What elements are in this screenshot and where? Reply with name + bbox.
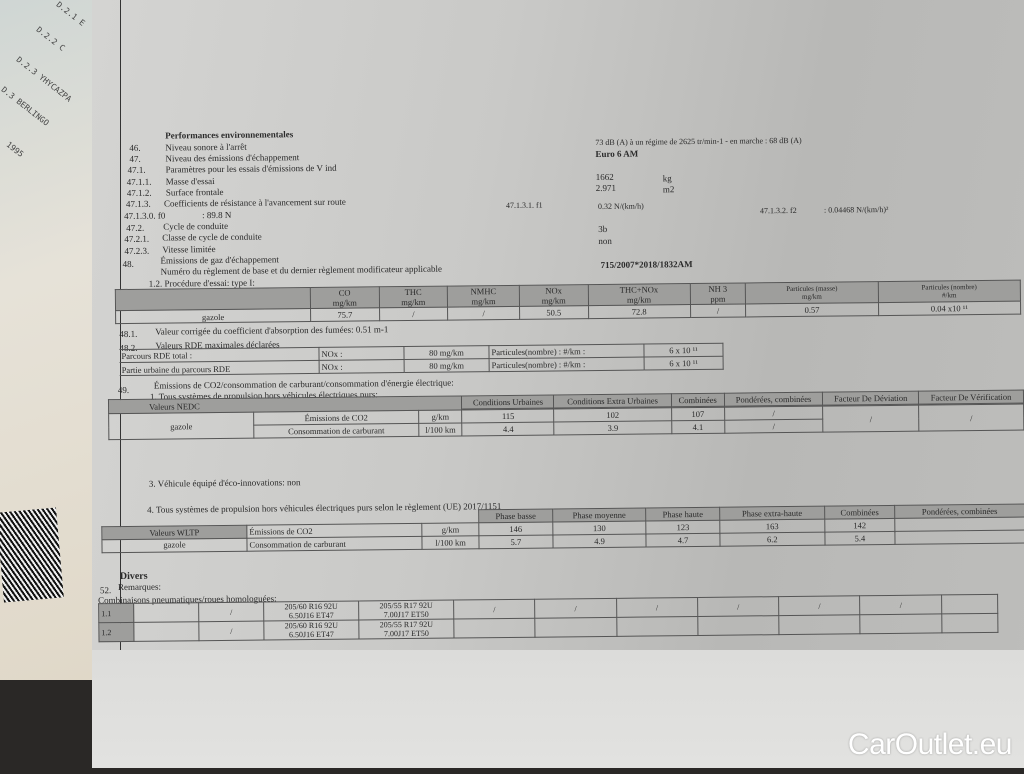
header-nmhc: NMHC mg/km bbox=[447, 285, 520, 308]
header-co: CO mg/km bbox=[310, 286, 380, 309]
item-label: Cycle de conduite bbox=[163, 220, 229, 232]
remarques-num: 52. bbox=[99, 585, 112, 596]
item-unit: kg bbox=[662, 173, 672, 184]
value-co: 75.7 bbox=[310, 307, 380, 322]
item-num: 46. bbox=[129, 142, 141, 153]
fuel-cell: gazole bbox=[115, 308, 311, 324]
item-num: 47.2.1. bbox=[124, 233, 150, 244]
item-num: 47.1. bbox=[127, 164, 146, 175]
value-thc: / bbox=[379, 307, 448, 321]
header-thc: THC mg/km bbox=[378, 286, 448, 308]
item-num: 47. bbox=[129, 153, 141, 164]
item-label: Vitesse limitée bbox=[162, 244, 216, 255]
value-pm-number: 0.04 x10 ¹¹ bbox=[878, 301, 1021, 316]
item-num: 47.1.1. bbox=[126, 176, 152, 187]
reglement-value: 715/2007*2018/1832AM bbox=[600, 259, 693, 270]
item-value: Euro 6 AM bbox=[595, 148, 639, 160]
item-value: non bbox=[598, 235, 612, 247]
f2-value: : 0.04468 N/(km/h)² bbox=[823, 204, 889, 215]
item-label: Niveau sonore à l'arrêt bbox=[165, 141, 247, 153]
item-num: 47.1.2. bbox=[126, 187, 152, 198]
item-num: 47.2. bbox=[126, 222, 145, 233]
watermark-logo: CarOutlet.eu bbox=[847, 728, 1013, 761]
f1-value: 0.32 N/(km/h) bbox=[597, 201, 644, 212]
wltp-table: Phase basse Phase moyenne Phase haute Phase… bbox=[101, 504, 1024, 554]
header-nox: NOx mg/km bbox=[519, 284, 589, 307]
value-nox: 50.5 bbox=[519, 305, 589, 320]
item-label: Niveau des émissions d'échappement bbox=[165, 152, 300, 164]
folded-page-area bbox=[92, 650, 1024, 768]
item-label: Masse d'essai bbox=[165, 176, 215, 187]
value-pm-mass: 0.57 bbox=[745, 302, 879, 317]
item-num: 47.1.3.0. f0 bbox=[123, 210, 166, 221]
margin-line bbox=[120, 0, 121, 650]
reglement-label: Numéro du règlement de base et du dernie… bbox=[160, 263, 443, 277]
fumes-text: Valeur corrigée du coefficient d'absorpt… bbox=[155, 324, 389, 337]
item-value: 73 dB (A) à un régime de 2625 tr/min-1 -… bbox=[595, 135, 802, 148]
f2-label: 47.1.3.2. f2 bbox=[759, 205, 797, 216]
tyres-table: 1.1/205/60 R16 92U 6.50J16 ET47 205/55 R17… bbox=[98, 594, 998, 642]
value-nmhc: / bbox=[447, 306, 520, 321]
item-num: 47.2.3. bbox=[124, 245, 150, 256]
value-thc-nox: 72.8 bbox=[588, 304, 691, 319]
item-label: Émissions de gaz d'échappement bbox=[160, 254, 279, 266]
header-nh3: NH 3 ppm bbox=[689, 282, 746, 305]
fumes-num: 48.1. bbox=[119, 328, 138, 340]
item-label: Classe de cycle de conduite bbox=[162, 231, 262, 243]
f1-label: 47.1.3.1. f1 bbox=[505, 200, 543, 210]
item-label: Surface frontale bbox=[165, 186, 224, 198]
co2-title: Émissions de CO2/consommation de carbura… bbox=[153, 377, 454, 391]
nedc-table: Valeurs NEDC Conditions Urbaines Conditio… bbox=[108, 390, 1024, 441]
section-title: Performances environnementales bbox=[165, 129, 294, 141]
background-registration-card: D.2.1 E D.2.2 C D.2.3 YHYCAZPA D.3 BERLI… bbox=[0, 0, 110, 680]
rde-table: Parcours RDE total : NOx :80 mg/km Particu… bbox=[119, 343, 724, 376]
document-page bbox=[92, 0, 1024, 768]
item-value: 3b bbox=[598, 223, 608, 235]
co2-num: 49. bbox=[117, 384, 130, 396]
eco-innovations: 3. Véhicule équipé d'éco-innovations: no… bbox=[148, 477, 301, 489]
header-blank bbox=[115, 287, 311, 311]
item-label: Paramètres pour les essais d'émissions d… bbox=[165, 162, 337, 175]
divers-title: Divers bbox=[119, 570, 148, 583]
item-num: 47.1.3. bbox=[125, 198, 151, 209]
item-value: 1662 bbox=[595, 171, 614, 183]
item-label: : 89.8 N bbox=[201, 209, 232, 221]
item-num: 48. bbox=[122, 258, 134, 269]
header-pm-number: Particules (nombre) #/km bbox=[877, 280, 1021, 303]
header-thc-nox: THC+NOx mg/km bbox=[587, 283, 691, 306]
header-pm-mass: Particules (masse) mg/km bbox=[745, 281, 879, 304]
item-label: Coefficients de résistance à l'avancemen… bbox=[163, 196, 346, 209]
value-nh3: / bbox=[690, 303, 746, 318]
remarques-label: Remarques: bbox=[117, 581, 161, 593]
item-value: 2.971 bbox=[595, 182, 617, 194]
item-unit: m2 bbox=[662, 184, 675, 195]
